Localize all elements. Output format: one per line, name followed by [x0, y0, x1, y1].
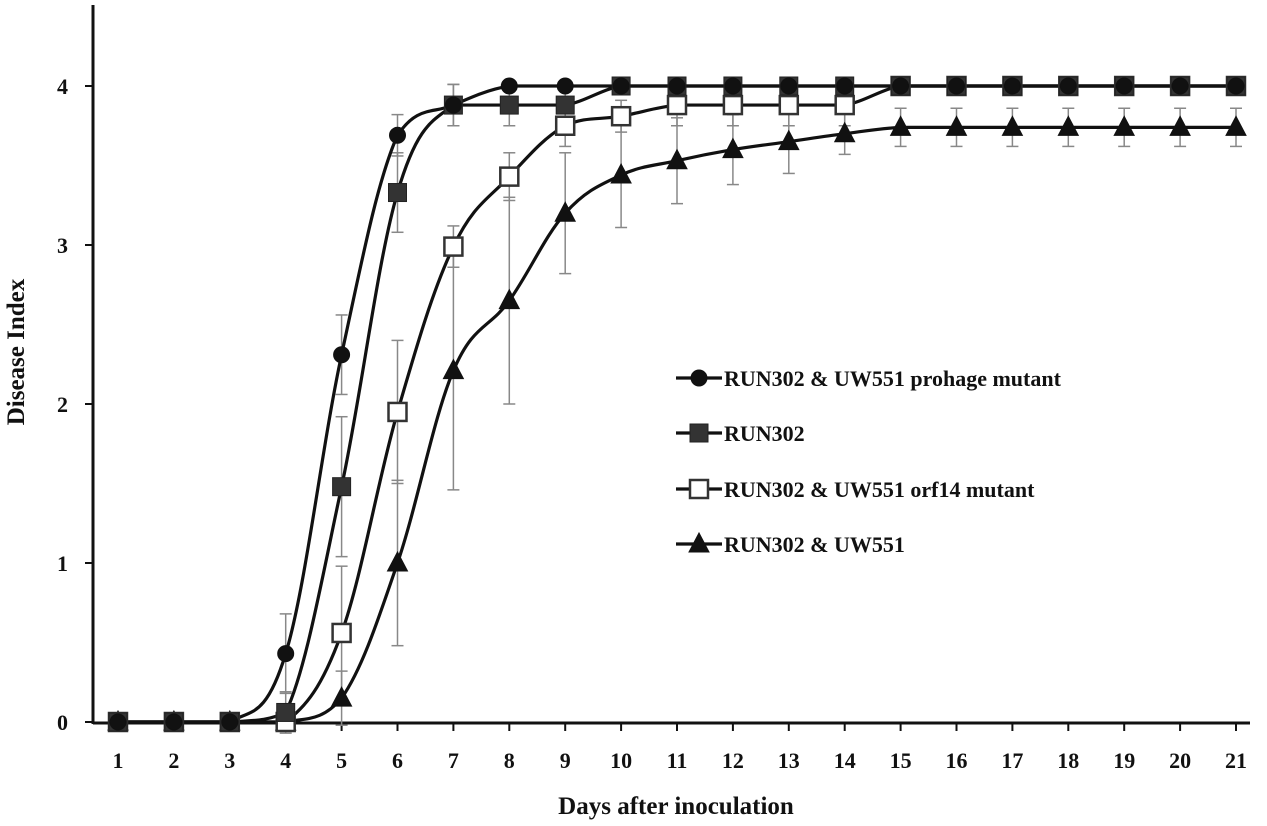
data-point-circle-filled: [1227, 77, 1245, 95]
x-tick-label: 4: [280, 748, 291, 773]
x-tick-label: 8: [504, 748, 515, 773]
x-tick-label: 11: [667, 748, 688, 773]
legend-marker-triangle-filled: [688, 531, 710, 553]
data-point-square-filled: [276, 702, 296, 722]
x-tick-label: 3: [224, 748, 235, 773]
data-point-square-open: [778, 94, 800, 116]
legend-label: RUN302 & UW551 prohage mutant: [724, 366, 1062, 391]
legend-marker-square-filled: [689, 423, 709, 443]
legend-marker-square-open: [688, 478, 710, 500]
x-tick-label: 1: [113, 748, 124, 773]
x-tick-label: 16: [946, 748, 968, 773]
x-tick-label: 19: [1113, 748, 1135, 773]
data-point-circle-filled: [1171, 77, 1189, 95]
data-point-circle-filled: [892, 77, 910, 95]
data-point-triangle-filled: [1057, 115, 1080, 136]
x-tick-label: 14: [834, 748, 856, 773]
data-point-triangle-filled: [1001, 115, 1024, 136]
y-tick-label: 4: [57, 74, 68, 99]
data-point-square-open: [610, 105, 632, 127]
x-tick-label: 10: [610, 748, 632, 773]
data-point-circle-filled: [277, 645, 295, 663]
legend-label: RUN302 & UW551 orf14 mutant: [724, 477, 1035, 502]
data-point-circle-filled: [165, 713, 183, 731]
y-tick-label: 2: [57, 392, 68, 417]
data-point-triangle-filled: [386, 550, 409, 572]
x-tick-label: 21: [1225, 748, 1247, 773]
data-point-circle-filled: [1115, 77, 1133, 95]
x-tick-label: 12: [722, 748, 744, 773]
legend-marker-circle-filled: [690, 369, 708, 387]
data-point-triangle-filled: [330, 686, 353, 707]
data-point-square-open: [554, 115, 576, 136]
data-point-circle-filled: [724, 77, 742, 95]
data-point-triangle-filled: [1169, 115, 1191, 136]
data-point-triangle-filled: [610, 162, 632, 184]
x-tick-label: 7: [448, 748, 459, 773]
data-point-triangle-filled: [554, 201, 577, 222]
y-tick-label: 3: [57, 233, 68, 258]
data-point-square-open: [387, 401, 408, 423]
data-point-square-open: [722, 94, 744, 116]
y-axis-label: Disease Index: [3, 278, 30, 425]
data-point-circle-filled: [444, 96, 462, 114]
data-point-triangle-filled: [777, 129, 800, 151]
data-point-triangle-filled: [1113, 115, 1136, 136]
data-point-triangle-filled: [722, 137, 744, 159]
data-point-circle-filled: [1003, 77, 1021, 95]
data-point-circle-filled: [221, 713, 239, 731]
series-markers: [107, 75, 1247, 733]
data-point-triangle-filled: [945, 115, 968, 136]
data-point-circle-filled: [948, 77, 965, 95]
data-point-circle-filled: [780, 77, 798, 95]
data-point-triangle-filled: [442, 358, 465, 380]
x-tick-label: 2: [168, 748, 179, 773]
x-tick-label: 17: [1001, 748, 1023, 773]
data-point-circle-filled: [556, 77, 574, 95]
data-point-triangle-filled: [889, 115, 912, 136]
data-point-triangle-filled: [1225, 115, 1247, 136]
data-point-triangle-filled: [666, 148, 688, 170]
data-point-triangle-filled: [498, 288, 521, 310]
legend: RUN302 & UW551 prohage mutant RUN302 RUN30…: [676, 366, 1062, 557]
x-axis-label: Days after inoculation: [558, 793, 794, 820]
data-point-square-filled: [555, 95, 575, 115]
data-point-square-open: [331, 622, 352, 644]
x-tick-label: 15: [890, 748, 912, 773]
data-point-square-filled: [332, 477, 352, 497]
x-tick-label: 20: [1169, 748, 1191, 773]
y-tick-label: 1: [57, 551, 68, 576]
x-tick-label: 9: [560, 748, 571, 773]
data-point-circle-filled: [500, 77, 518, 95]
data-point-circle-filled: [612, 77, 630, 95]
data-point-square-open: [499, 166, 520, 187]
data-point-circle-filled: [389, 126, 406, 144]
x-tick-label: 5: [336, 748, 347, 773]
data-point-circle-filled: [836, 77, 854, 95]
y-tick-label: 0: [57, 710, 68, 735]
data-point-circle-filled: [1059, 77, 1077, 95]
data-point-circle-filled: [109, 713, 127, 731]
data-point-square-open: [666, 94, 688, 116]
data-point-triangle-filled: [833, 121, 856, 143]
x-tick-label: 6: [392, 748, 403, 773]
data-point-circle-filled: [668, 77, 686, 95]
error-bars: [279, 83, 1242, 734]
data-point-square-open: [834, 94, 855, 116]
legend-label: RUN302: [724, 421, 805, 446]
y-axis-ticks: 0 1 2 3 4: [57, 74, 93, 735]
data-point-square-filled: [388, 183, 407, 203]
x-tick-label: 13: [778, 748, 800, 773]
data-point-square-open: [443, 236, 464, 257]
x-tick-label: 18: [1057, 748, 1079, 773]
data-point-circle-filled: [333, 346, 351, 364]
legend-label: RUN302 & UW551: [724, 532, 905, 557]
data-point-square-filled: [499, 95, 519, 115]
